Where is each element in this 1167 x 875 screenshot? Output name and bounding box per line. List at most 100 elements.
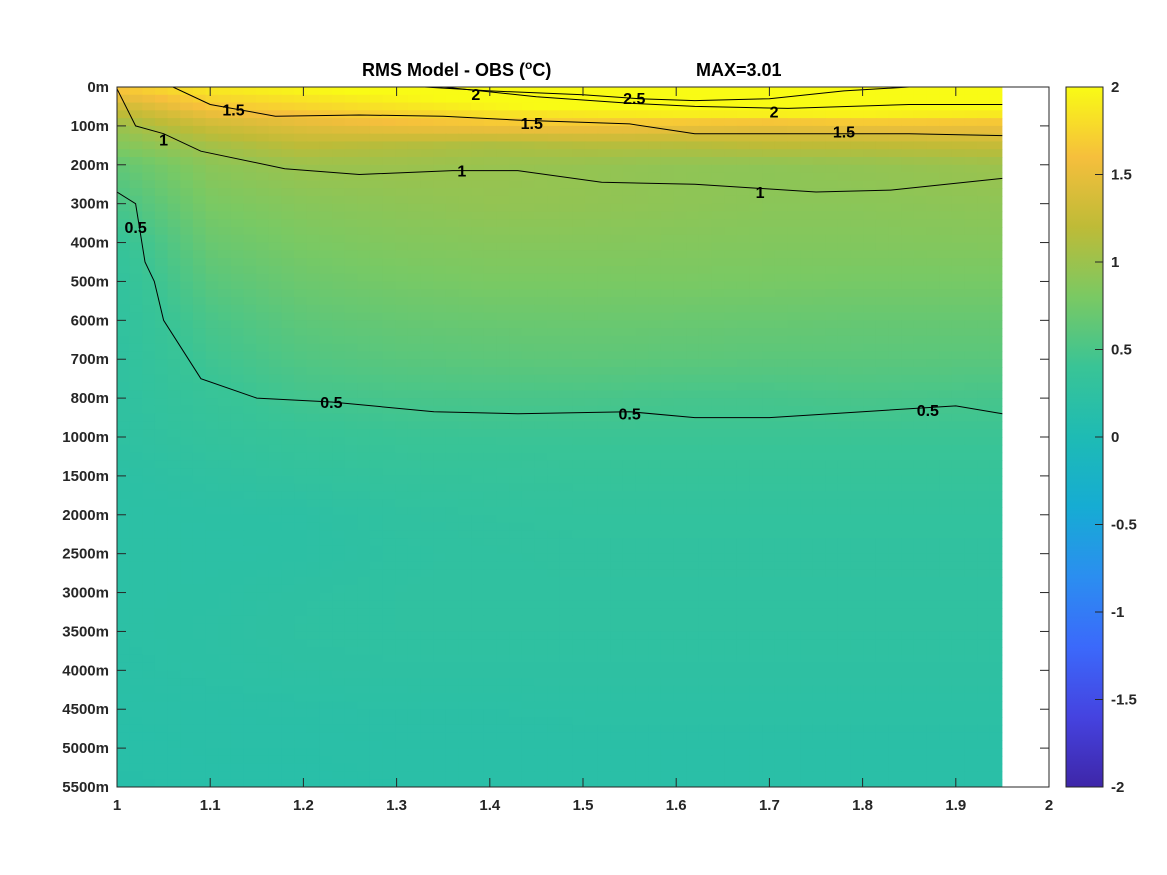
heatmap-cell	[154, 584, 169, 594]
heatmap-cell	[547, 265, 561, 275]
heatmap-cell	[344, 125, 358, 135]
heatmap-cell	[483, 499, 498, 508]
heatmap-cell	[863, 164, 877, 174]
heatmap-cell	[117, 561, 131, 570]
heatmap-cell	[167, 211, 181, 220]
heatmap-cell	[471, 304, 485, 314]
heatmap-cell	[230, 94, 245, 104]
heatmap-cell	[800, 608, 814, 617]
heatmap-cell	[395, 203, 409, 213]
heatmap-cell	[142, 468, 156, 477]
heatmap-cell	[382, 195, 396, 205]
heatmap-cell	[534, 483, 548, 493]
heatmap-cell	[129, 102, 143, 111]
heatmap-cell	[736, 265, 751, 275]
heatmap-cell	[863, 234, 877, 244]
heatmap-cell	[648, 265, 662, 275]
heatmap-cell	[218, 219, 232, 228]
heatmap-cell	[420, 584, 434, 594]
heatmap-cell	[395, 405, 409, 415]
heatmap-cell	[648, 164, 662, 174]
heatmap-cell	[913, 374, 928, 384]
heatmap-cell	[964, 141, 978, 150]
heatmap-cell	[774, 110, 788, 119]
heatmap-cell	[319, 367, 333, 376]
heatmap-cell	[319, 468, 333, 477]
heatmap-cell	[433, 545, 447, 555]
heatmap-cell	[180, 631, 194, 640]
heatmap-cell	[420, 623, 434, 633]
heatmap-cell	[774, 242, 788, 251]
heatmap-cell	[534, 125, 548, 135]
heatmap-cell	[673, 125, 687, 135]
heatmap-cell	[268, 359, 283, 368]
heatmap-cell	[989, 211, 1003, 220]
heatmap-cell	[597, 475, 611, 485]
heatmap-cell	[117, 390, 131, 399]
heatmap-cell	[977, 188, 991, 197]
heatmap-cell	[686, 172, 700, 181]
heatmap-cell	[243, 118, 257, 127]
heatmap-cell	[597, 584, 611, 594]
heatmap-cell	[129, 351, 143, 360]
heatmap-cell	[344, 250, 358, 259]
heatmap-cell	[964, 195, 978, 205]
heatmap-cell	[736, 600, 751, 609]
heatmap-cell	[294, 219, 308, 228]
heatmap-cell	[989, 592, 1003, 601]
heatmap-cell	[129, 514, 143, 524]
heatmap-cell	[622, 211, 637, 220]
heatmap-cell	[458, 429, 472, 438]
heatmap-cell	[711, 499, 725, 508]
heatmap-cell	[407, 351, 422, 360]
heatmap-cell	[433, 507, 447, 516]
heatmap-cell	[610, 452, 624, 461]
heatmap-cell	[218, 522, 232, 531]
heatmap-cell	[180, 234, 194, 244]
heatmap-cell	[319, 110, 333, 119]
heatmap-cell	[344, 468, 358, 477]
heatmap-cell	[787, 600, 801, 609]
heatmap-cell	[875, 87, 890, 96]
heatmap-cell	[762, 553, 776, 563]
heatmap-cell	[268, 125, 283, 135]
heatmap-cell	[192, 343, 207, 353]
heatmap-cell	[547, 483, 561, 493]
heatmap-cell	[610, 561, 624, 570]
heatmap-cell	[445, 188, 460, 197]
heatmap-cell	[673, 312, 687, 321]
heatmap-cell	[749, 335, 763, 345]
heatmap-cell	[787, 195, 801, 205]
heatmap-cell	[698, 94, 713, 104]
heatmap-cell	[445, 343, 460, 353]
heatmap-cell	[547, 297, 561, 306]
heatmap-cell	[433, 577, 447, 586]
heatmap-cell	[357, 444, 371, 454]
heatmap-cell	[547, 125, 561, 135]
heatmap-cell	[989, 522, 1003, 531]
heatmap-cell	[660, 195, 675, 205]
heatmap-cell	[800, 320, 814, 329]
heatmap-cell	[964, 405, 978, 415]
heatmap-cell	[964, 227, 978, 236]
heatmap-cell	[888, 398, 902, 407]
heatmap-cell	[875, 351, 890, 360]
heatmap-cell	[395, 475, 409, 485]
heatmap-cell	[939, 507, 953, 516]
heatmap-cell	[142, 94, 156, 104]
heatmap-cell	[281, 398, 295, 407]
heatmap-cell	[951, 258, 966, 267]
heatmap-cell	[698, 374, 713, 384]
heatmap-cell	[597, 242, 611, 251]
heatmap-cell	[825, 405, 839, 415]
heatmap-cell	[268, 289, 283, 298]
heatmap-cell	[989, 281, 1003, 290]
heatmap-cell	[787, 545, 801, 555]
heatmap-cell	[433, 553, 447, 563]
heatmap-cell	[749, 149, 763, 158]
heatmap-cell	[610, 320, 624, 329]
heatmap-cell	[951, 374, 966, 384]
heatmap-cell	[458, 141, 472, 150]
heatmap-cell	[850, 87, 864, 96]
heatmap-cell	[913, 367, 928, 376]
